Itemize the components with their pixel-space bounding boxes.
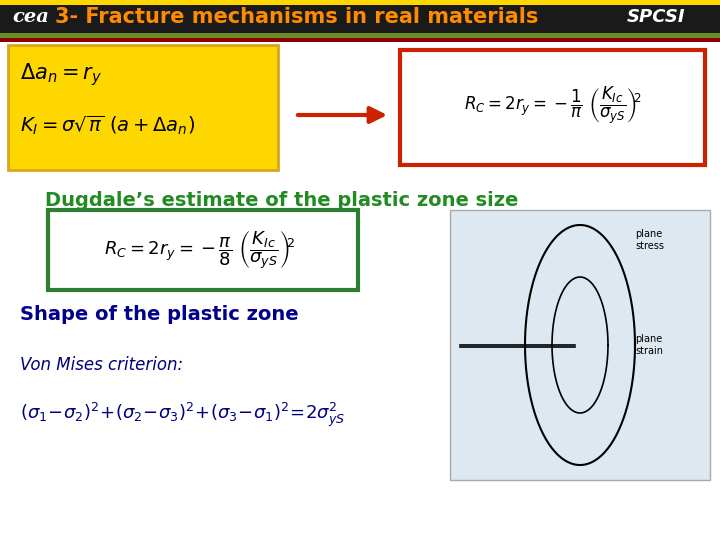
FancyBboxPatch shape xyxy=(450,210,710,480)
FancyBboxPatch shape xyxy=(0,38,720,42)
Text: Von Mises criterion:: Von Mises criterion: xyxy=(20,356,183,374)
FancyBboxPatch shape xyxy=(8,45,278,170)
FancyBboxPatch shape xyxy=(0,0,720,35)
Text: $\Delta a_n = r_y$: $\Delta a_n = r_y$ xyxy=(20,62,102,89)
FancyBboxPatch shape xyxy=(0,33,720,38)
Text: $(\sigma_1\!-\!\sigma_2)^2\!+\!(\sigma_2\!-\!\sigma_3)^2\!+\!(\sigma_3\!-\!\sigm: $(\sigma_1\!-\!\sigma_2)^2\!+\!(\sigma_2… xyxy=(20,401,345,429)
Text: cea: cea xyxy=(12,8,49,26)
Text: plane
strain: plane strain xyxy=(635,334,663,356)
Text: plane
stress: plane stress xyxy=(635,229,664,251)
Text: SPCSI: SPCSI xyxy=(626,8,685,26)
Text: Shape of the plastic zone: Shape of the plastic zone xyxy=(20,306,299,325)
FancyBboxPatch shape xyxy=(48,210,358,290)
Text: Dugdale’s estimate of the plastic zone size: Dugdale’s estimate of the plastic zone s… xyxy=(45,191,518,210)
Text: $K_I = \sigma\sqrt{\pi}\ (a+\Delta a_n)$: $K_I = \sigma\sqrt{\pi}\ (a+\Delta a_n)$ xyxy=(20,113,195,137)
Text: 3- Fracture mechanisms in real materials: 3- Fracture mechanisms in real materials xyxy=(55,7,539,27)
FancyBboxPatch shape xyxy=(0,0,720,5)
Text: $R_C=2r_y= -\dfrac{1}{\pi}\ \left(\dfrac{K_{Ic}}{\sigma_{yS}}\right)^{\!\!2}$: $R_C=2r_y= -\dfrac{1}{\pi}\ \left(\dfrac… xyxy=(464,84,642,126)
Text: $R_C=2r_y= -\dfrac{\pi}{8}\ \left(\dfrac{K_{Ic}}{\sigma_{yS}}\right)^{\!\!2}$: $R_C=2r_y= -\dfrac{\pi}{8}\ \left(\dfrac… xyxy=(104,229,295,271)
FancyBboxPatch shape xyxy=(400,50,705,165)
